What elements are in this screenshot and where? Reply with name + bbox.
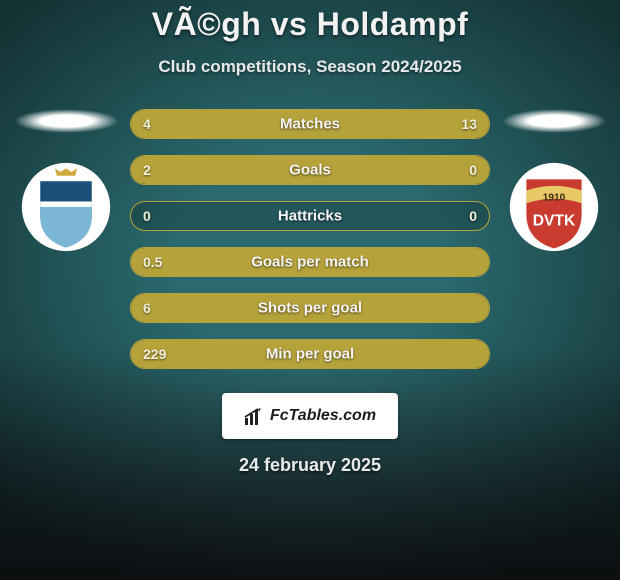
stat-row: 6 Shots per goal xyxy=(130,293,490,323)
stat-value-left: 2 xyxy=(143,162,151,178)
left-side xyxy=(6,109,126,253)
club-crest-right: 1910 DVTK xyxy=(508,161,600,253)
stat-label: Shots per goal xyxy=(258,300,362,317)
date-label: 24 february 2025 xyxy=(0,455,620,476)
stat-value-left: 229 xyxy=(143,346,166,362)
stat-fill-right xyxy=(215,110,489,138)
stat-value-right: 0 xyxy=(469,208,477,224)
player-halo-left xyxy=(14,109,119,133)
subtitle: Club competitions, Season 2024/2025 xyxy=(0,57,620,77)
player-halo-right xyxy=(502,109,607,133)
right-side: 1910 DVTK xyxy=(494,109,614,253)
club-crest-left xyxy=(20,161,112,253)
stat-value-left: 0 xyxy=(143,208,151,224)
comparison-row: 4 Matches 13 2 Goals 0 0 Hattricks 0 0.5 Goals per… xyxy=(0,109,620,385)
stat-label: Min per goal xyxy=(266,346,354,363)
stat-row: 4 Matches 13 xyxy=(130,109,490,139)
stat-label: Hattricks xyxy=(278,208,342,225)
svg-text:1910: 1910 xyxy=(543,193,566,204)
stat-row: 0.5 Goals per match xyxy=(130,247,490,277)
stat-value-left: 4 xyxy=(143,116,151,132)
page-title: VÃ©gh vs Holdampf xyxy=(0,0,620,43)
stat-label: Goals per match xyxy=(251,254,369,271)
stat-row: 229 Min per goal xyxy=(130,339,490,369)
source-text: FcTables.com xyxy=(270,407,376,425)
stat-row: 0 Hattricks 0 xyxy=(130,201,490,231)
stat-value-right: 13 xyxy=(461,116,477,132)
stat-label: Goals xyxy=(289,162,331,179)
stat-value-left: 6 xyxy=(143,300,151,316)
stat-value-right: 0 xyxy=(469,162,477,178)
source-badge[interactable]: FcTables.com xyxy=(222,393,398,439)
stat-value-left: 0.5 xyxy=(143,254,162,270)
fctables-icon xyxy=(244,406,264,426)
stat-row: 2 Goals 0 xyxy=(130,155,490,185)
stat-bars: 4 Matches 13 2 Goals 0 0 Hattricks 0 0.5 Goals per… xyxy=(126,109,494,385)
stat-label: Matches xyxy=(280,116,340,133)
svg-text:DVTK: DVTK xyxy=(533,212,576,229)
